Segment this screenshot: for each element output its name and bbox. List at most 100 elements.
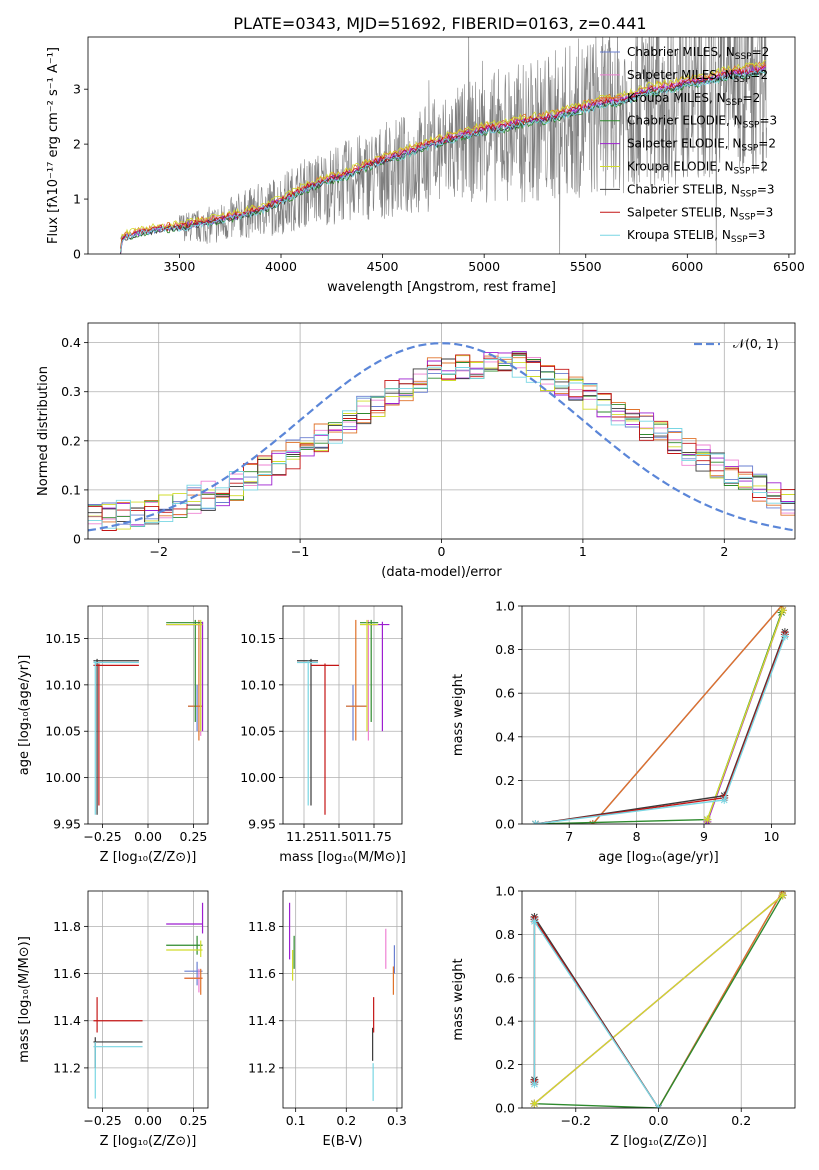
x-tick-label: 5500 [570,259,602,274]
y-tick-label: 11.8 [53,919,81,934]
x-tick-label: 4000 [265,259,297,274]
chart-mass_vs_ebv: 0.1 0.2 0.3 11.2 11.4 11.6 11.8 E(B-V) [248,890,407,1149]
weight-marker [720,796,729,805]
legend: Chabrier MILES, NSSP=2 Salpeter MILES, NS… [600,45,777,245]
x-tick-label: 0.00 [134,829,162,844]
x-axis-label: Z [log₁₀(Z/Z⊙)] [100,1134,197,1149]
plot-area [297,619,390,815]
x-tick-label: 1 [579,544,587,559]
y-tick-label: 0.0 [495,817,515,832]
x-tick-label: 0.00 [134,1113,162,1128]
y-tick-label: 0.0 [495,1101,515,1116]
weight-line [535,631,786,824]
weight-line [535,636,786,824]
y-tick-label: 0.2 [495,773,515,788]
y-tick-label: 0.4 [61,335,81,350]
x-tick-label: −2 [149,544,167,559]
y-tick-label: 11.2 [53,1060,81,1075]
observed-spectrum-line [120,37,767,254]
y-tick-label: 0.6 [495,686,515,701]
y-tick-label: 11.2 [248,1060,276,1075]
weight-marker [778,891,787,900]
legend-label: Kroupa STELIB, NSSP=3 [627,228,765,245]
y-tick-label: 11.4 [248,1013,276,1028]
y-tick-label: 0.2 [495,1057,515,1072]
plot-area [288,902,396,1101]
model-line-kroupa-stelib [120,69,767,252]
y-axis-label: Flux [fλ10⁻¹⁷ erg cm⁻² s⁻¹ A⁻¹] [46,47,61,244]
legend-label: Salpeter MILES, NSSP=2 [627,68,768,85]
y-tick-label: 10.15 [45,631,81,646]
figure-title: PLATE=0343, MJD=51692, FIBERID=0163, z=0… [233,14,646,33]
y-axis-label: mass weight [451,958,466,1040]
x-tick-label: 10 [763,829,779,844]
y-tick-label: 11.4 [53,1013,81,1028]
y-tick-label: 1.0 [495,599,515,614]
y-tick-label: 11.6 [53,966,81,981]
y-tick-label: 1 [73,192,81,207]
legend-label: Salpeter ELODIE, NSSP=2 [627,137,776,154]
model-line-kroupa-elodie [120,60,766,250]
weight-marker [530,917,539,926]
weight-marker [780,632,789,641]
x-tick-label: −0.25 [83,829,121,844]
x-axis-label: (data-model)/error [381,565,502,580]
histogram-chabrier-stelib [88,352,795,525]
y-tick-label: 10.10 [45,677,81,692]
plot-area [88,342,795,532]
y-tick-label: 2 [73,137,81,152]
weight-line [706,610,784,820]
x-tick-label: 11.50 [321,829,357,844]
x-tick-label: 0.3 [387,1113,407,1128]
x-axis-label: Z [log₁₀(Z/Z⊙)] [100,850,197,865]
x-axis-label: mass [log₁₀(M/M⊙)] [279,850,406,865]
axes-frame [282,890,403,1109]
legend-label: Salpeter STELIB, NSSP=3 [627,205,773,222]
weight-marker [703,815,712,824]
chart-age_vs_Z: −0.25 0.00 0.25 9.95 10.00 10.05 10.10 10.15 Z [… [17,605,209,865]
x-tick-label: 0.2 [336,1113,356,1128]
x-tick-label: 2 [720,544,728,559]
y-tick-label: 11.6 [248,966,276,981]
x-tick-label: 0.25 [180,829,208,844]
y-tick-label: 0.2 [61,433,81,448]
x-axis-label: wavelength [Angstrom, rest frame] [327,280,556,295]
x-tick-label: 5000 [468,259,500,274]
y-tick-label: 0.4 [495,729,515,744]
axes-frame [282,605,403,825]
x-tick-label: 7 [565,829,573,844]
axes-frame [87,605,209,825]
weight-line [592,606,783,824]
histogram-kroupa-elodie [88,355,795,530]
weight-marker [530,1080,539,1089]
histogram-salpeter-stelib [88,353,795,531]
legend-label: Chabrier STELIB, NSSP=3 [627,182,775,199]
weight-line [533,894,784,1105]
histogram-salpeter-miles [88,352,795,526]
x-axis-label: Z [log₁₀(Z/Z⊙)] [610,1134,707,1149]
y-axis-label: Normed distribution [36,366,51,496]
plot-area [120,37,767,254]
x-tick-label: 6500 [773,259,805,274]
plot-area [93,902,204,1099]
x-tick-label: −0.2 [561,1113,591,1128]
legend-label: 𝒩(0, 1) [733,336,779,351]
weight-marker [530,1099,539,1108]
plot-area [531,606,789,824]
y-tick-label: 9.95 [53,817,81,832]
x-tick-label: 0.1 [286,1113,306,1128]
y-tick-label: 0.3 [61,384,81,399]
x-tick-label: 4500 [367,259,399,274]
x-tick-label: 6000 [671,259,703,274]
y-tick-label: 9.95 [248,817,276,832]
plot-area [93,619,204,815]
x-tick-label: 11.25 [286,829,322,844]
x-tick-label: −0.25 [83,1113,121,1128]
legend-label: Kroupa MILES, NSSP=2 [627,91,760,108]
y-tick-label: 0.4 [495,1014,515,1029]
y-tick-label: 10.00 [45,770,81,785]
y-tick-label: 0.1 [61,482,81,497]
axes-frame [87,36,796,255]
x-tick-label: 9 [700,829,708,844]
chart-residuals: −2 −1 0 1 2 0 0.1 0.2 0.3 0.4 (data-model)/error No… [36,322,796,580]
